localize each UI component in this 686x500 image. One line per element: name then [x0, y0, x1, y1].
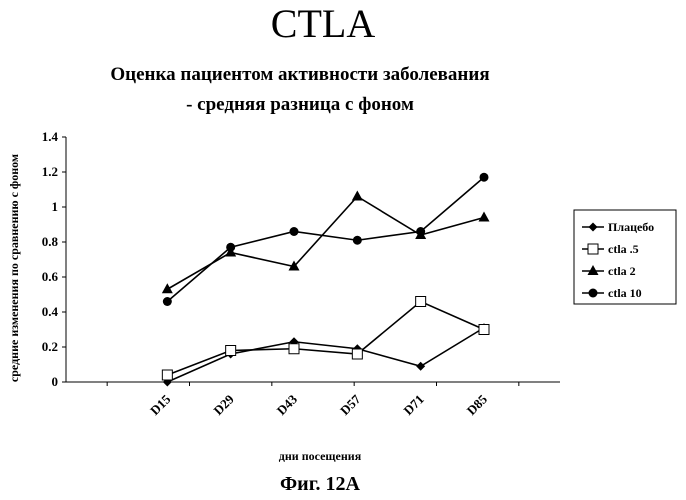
- series-line-2: [167, 302, 484, 376]
- chart-title: CTLA: [271, 1, 376, 46]
- y-tick-label: 0.4: [42, 304, 59, 319]
- legend-label-3: ctla 2: [608, 264, 636, 278]
- series-line-3: [167, 197, 484, 290]
- series-2-point: [226, 346, 236, 356]
- figure-caption: Фиг. 12A: [280, 473, 361, 495]
- series-line-1: [167, 328, 484, 382]
- legend-label-4: ctla 10: [608, 286, 642, 300]
- series-2-point: [416, 297, 426, 307]
- y-tick-label: 0.6: [42, 269, 59, 284]
- x-tick-label: D57: [337, 391, 364, 418]
- x-tick-label: D71: [400, 392, 426, 418]
- y-tick-label: 0.8: [42, 234, 59, 249]
- x-tick-label: D43: [274, 391, 301, 418]
- series-4-point: [163, 297, 172, 306]
- legend-label-1: Плацебо: [608, 220, 654, 234]
- y-axis-label: средние изменения по сравнению с фоном: [7, 154, 21, 382]
- series-4-point: [226, 243, 235, 252]
- series-4-point: [480, 173, 489, 182]
- series-2-point: [289, 344, 299, 354]
- y-tick-label: 1.4: [42, 129, 59, 144]
- y-tick-label: 1: [52, 199, 59, 214]
- x-axis-label: дни посещения: [279, 449, 362, 463]
- x-tick-label: D15: [147, 391, 174, 418]
- series-3-point: [479, 212, 490, 222]
- y-tick-label: 0: [52, 374, 59, 389]
- legend: Плацебо ctla .5 ctla 2 ctla 10: [574, 210, 676, 304]
- series-4-point: [353, 236, 362, 245]
- series-3-point: [352, 191, 363, 201]
- chart-subtitle-line2: - средняя разница с фоном: [186, 94, 414, 115]
- legend-marker-4: [589, 289, 598, 298]
- series-4-point: [290, 227, 299, 236]
- series-3-point: [162, 283, 173, 293]
- series-2-point: [352, 349, 362, 359]
- plot-area: 0 0.2 0.4 0.6 0.8 1 1.2 1.4 D15 D29 D43 D57 D71 D85: [42, 129, 560, 418]
- series-2-point: [479, 325, 489, 335]
- x-tick-label: D85: [464, 391, 491, 418]
- series-1-point: [416, 362, 425, 371]
- series-2-point: [162, 370, 172, 380]
- legend-label-2: ctla .5: [608, 242, 639, 256]
- y-tick-label: 1.2: [42, 164, 58, 179]
- series-line-4: [167, 177, 484, 301]
- chart-subtitle-line1: Оценка пациентом активности заболевания: [110, 64, 489, 85]
- x-tick-label: D29: [210, 391, 237, 418]
- series-4-point: [416, 227, 425, 236]
- legend-marker-2: [588, 244, 598, 254]
- y-tick-label: 0.2: [42, 339, 58, 354]
